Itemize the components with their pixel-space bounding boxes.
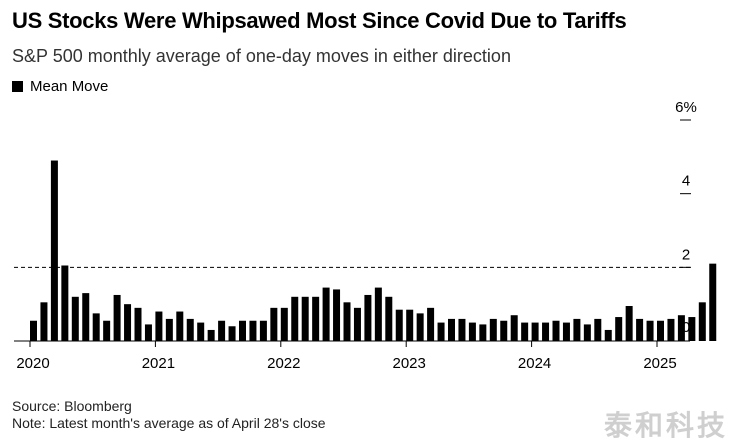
y-tick-label: 0 xyxy=(682,319,690,336)
y-tick-label: 2 xyxy=(682,246,690,263)
bar xyxy=(657,320,664,341)
watermark: 泰和科技 xyxy=(603,409,728,442)
bar xyxy=(280,307,288,341)
x-tick-label: 2024 xyxy=(518,355,551,372)
bar xyxy=(709,263,717,341)
chart-footer: Source: Bloomberg Note: Latest month's a… xyxy=(12,398,326,432)
bar xyxy=(322,287,330,341)
bar xyxy=(427,307,435,341)
legend: Mean Move xyxy=(12,78,108,95)
y-tick-label: 6% xyxy=(675,99,697,116)
bar xyxy=(416,313,424,341)
bar xyxy=(364,294,372,341)
y-tick-label: 4 xyxy=(682,173,690,190)
bar xyxy=(40,302,48,341)
bar xyxy=(636,318,644,341)
bar xyxy=(615,317,623,341)
x-tick-label: 2023 xyxy=(393,355,426,372)
bar xyxy=(312,296,320,341)
bar xyxy=(698,302,706,341)
bar xyxy=(500,320,508,341)
bar xyxy=(218,320,226,341)
bar xyxy=(239,320,246,341)
bar xyxy=(625,306,633,341)
bar xyxy=(448,318,455,341)
bar xyxy=(667,318,675,341)
x-tick-label: 2021 xyxy=(142,355,175,372)
bar xyxy=(437,322,445,341)
chart-title: US Stocks Were Whipsawed Most Since Covi… xyxy=(12,8,627,33)
bar xyxy=(573,318,581,341)
bar xyxy=(395,309,403,341)
bar xyxy=(542,322,550,341)
bar xyxy=(406,309,414,341)
bar xyxy=(270,307,278,341)
x-tick-label: 2020 xyxy=(16,355,49,372)
bar xyxy=(374,287,382,341)
bar xyxy=(30,320,37,341)
bar xyxy=(510,315,518,341)
bar xyxy=(468,322,476,341)
bar xyxy=(479,324,487,341)
bar xyxy=(207,329,215,341)
bar xyxy=(646,320,654,341)
bar xyxy=(291,296,299,341)
bar xyxy=(228,326,236,341)
bar xyxy=(385,296,393,341)
bar xyxy=(531,322,539,341)
bar xyxy=(521,322,529,341)
footnote: Note: Latest month's average as of April… xyxy=(12,415,326,431)
bar xyxy=(489,318,497,341)
bar xyxy=(583,324,591,341)
bar xyxy=(562,322,570,341)
bar xyxy=(604,329,612,341)
bar xyxy=(176,311,184,341)
bar xyxy=(594,318,602,341)
x-tick-label: 2025 xyxy=(643,355,676,372)
bar xyxy=(50,160,58,341)
bar xyxy=(124,304,132,341)
legend-swatch xyxy=(12,81,23,92)
bar xyxy=(249,320,257,341)
source-note: Source: Bloomberg xyxy=(12,398,132,414)
bar xyxy=(259,320,267,341)
bar xyxy=(552,320,560,341)
bar xyxy=(197,322,205,341)
bar xyxy=(165,318,173,341)
bar xyxy=(144,324,152,341)
x-tick-label: 2022 xyxy=(267,355,300,372)
bar xyxy=(186,318,194,341)
legend-label: Mean Move xyxy=(30,78,109,95)
bar xyxy=(458,318,466,341)
bar xyxy=(82,293,90,341)
bar xyxy=(677,315,685,341)
bar xyxy=(333,289,341,341)
chart-subtitle: S&P 500 monthly average of one-day moves… xyxy=(12,46,511,66)
bar xyxy=(134,307,142,341)
bar xyxy=(301,296,309,341)
bar xyxy=(688,317,696,341)
bar xyxy=(343,302,351,341)
bar xyxy=(353,307,361,341)
bar xyxy=(103,320,111,341)
bar xyxy=(61,265,69,341)
bar xyxy=(71,296,79,341)
bar xyxy=(113,294,121,341)
bar xyxy=(92,313,100,341)
bar xyxy=(155,311,163,341)
